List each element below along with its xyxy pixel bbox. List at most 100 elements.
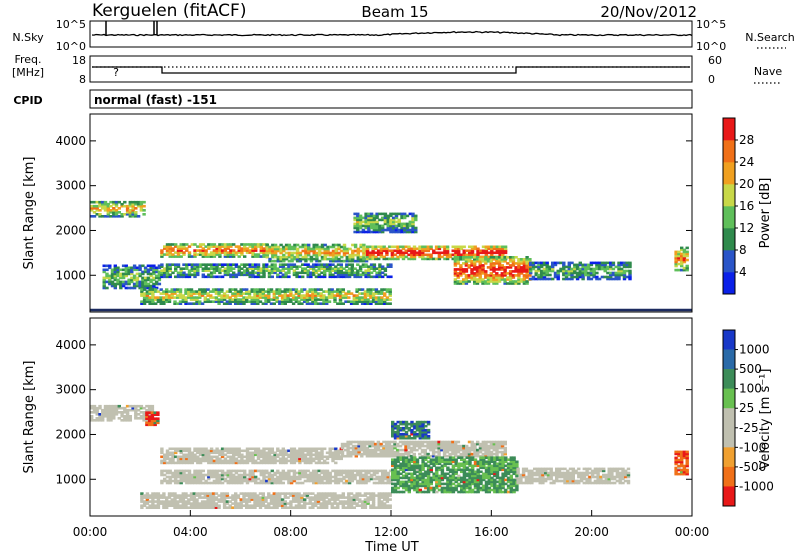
power-cell (290, 257, 294, 261)
velocity-cell (171, 457, 175, 461)
velocity-cell (243, 461, 247, 465)
power-cell (405, 224, 410, 228)
power-cell (437, 255, 442, 259)
velocity-cell (368, 450, 372, 454)
cpid-value: normal (fast) -151 (94, 93, 217, 107)
power-cell (364, 220, 368, 224)
velocity-cell (415, 448, 419, 452)
power-cell (349, 292, 354, 295)
velocity-cell (185, 477, 189, 481)
velocity-cell (489, 454, 494, 458)
velocity-cell (317, 457, 321, 461)
velocity-cell (273, 451, 277, 455)
power-cell (245, 263, 250, 266)
power-cell (127, 282, 131, 286)
power-cell (119, 282, 123, 286)
velocity-cell (347, 477, 352, 481)
power-cell (173, 290, 177, 293)
velocity-cell (251, 475, 255, 479)
power-cell (356, 257, 360, 261)
velocity-cell (226, 447, 230, 451)
power-cell (495, 276, 499, 279)
velocity-cell (358, 498, 362, 501)
power-cell (611, 261, 616, 265)
power-cell (157, 278, 162, 282)
power-cell (165, 298, 169, 301)
power-cell (497, 260, 502, 263)
power-cell (586, 271, 591, 275)
velocity-cell (281, 469, 285, 473)
power-cell (347, 292, 351, 295)
velocity-cell (187, 447, 192, 451)
velocity-cell (338, 494, 343, 497)
power-cell (98, 202, 102, 206)
power-cell (220, 288, 224, 291)
velocity-cell (150, 423, 155, 427)
power-cell (305, 296, 310, 299)
velocity-cell (204, 459, 208, 463)
velocity-cell (379, 454, 383, 458)
power-cell (437, 253, 442, 257)
velocity-cell (376, 446, 381, 450)
velocity-cell (346, 452, 350, 456)
velocity-cell (222, 502, 227, 505)
power-cell (228, 300, 232, 303)
power-cell (464, 278, 469, 281)
velocity-cell (265, 469, 269, 473)
velocity-cell (476, 440, 480, 444)
power-cell (473, 282, 477, 285)
velocity-cell (200, 500, 205, 503)
velocity-cell (413, 462, 417, 466)
power-cell (327, 300, 332, 303)
power-cell (251, 273, 255, 277)
power-cell (492, 266, 496, 269)
velocity-cell (92, 406, 97, 410)
velocity-cell (372, 481, 377, 485)
velocity-cell (258, 498, 263, 501)
power-cell (383, 267, 388, 270)
power-cell (484, 270, 488, 273)
power-cell (320, 257, 325, 261)
velocity-cell (383, 475, 388, 479)
velocity-cell (190, 475, 194, 479)
power-cell (108, 266, 112, 270)
velocity-cell (190, 481, 194, 485)
velocity-cell (163, 461, 167, 465)
velocity-cell (396, 460, 400, 464)
power-cell (511, 258, 516, 261)
power-cell (383, 269, 388, 272)
power-cell (674, 256, 678, 260)
velocity-cell (407, 486, 411, 490)
velocity-cell (387, 446, 392, 450)
velocity-cell (209, 492, 213, 495)
velocity-cell (243, 471, 247, 475)
velocity-cell (298, 475, 302, 479)
velocity-cell (123, 408, 127, 412)
velocity-cell (495, 448, 499, 452)
power-cell (106, 202, 110, 206)
power-cell (356, 224, 360, 228)
power-cell (500, 260, 504, 263)
velocity-cell (214, 496, 219, 499)
power-cell (497, 264, 502, 267)
velocity-cell (139, 415, 144, 418)
velocity-cell (320, 479, 324, 483)
velocity-cell (303, 447, 308, 451)
power-cell (443, 245, 447, 249)
velocity-cell (320, 447, 324, 451)
velocity-cell (174, 475, 178, 479)
power-cell (462, 249, 466, 253)
power-cell (196, 273, 200, 277)
velocity-cell (298, 477, 302, 481)
power-cell (243, 269, 247, 272)
velocity-cell (365, 442, 370, 446)
power-cell (308, 294, 312, 297)
power-cell (309, 259, 314, 263)
power-cell (339, 275, 343, 279)
velocity-cell (185, 469, 189, 473)
power-cell (375, 216, 379, 220)
velocity-cell (498, 442, 502, 446)
velocity-cell (223, 447, 228, 451)
power-cell (102, 276, 106, 280)
power-cell (300, 288, 304, 291)
